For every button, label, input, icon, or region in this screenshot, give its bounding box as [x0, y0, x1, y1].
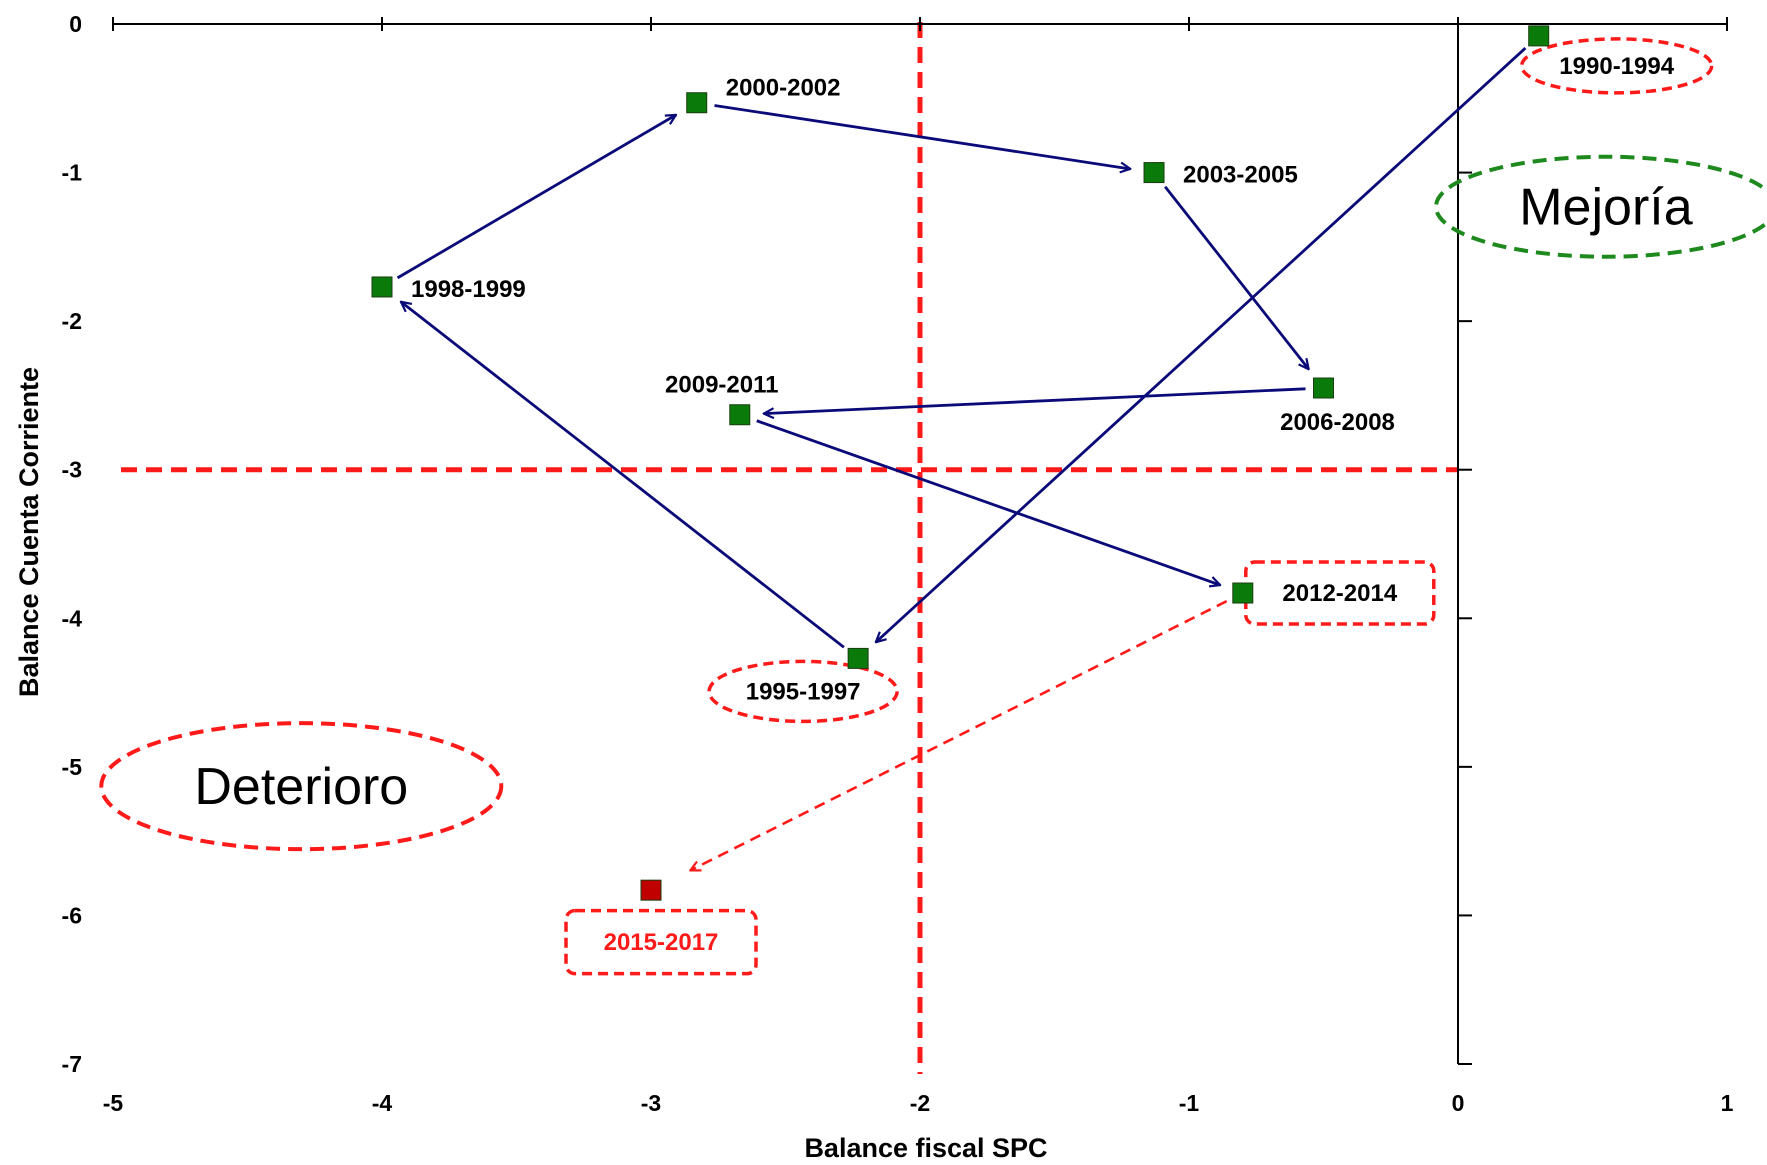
trajectory-arrow [396, 115, 676, 280]
highlight-1995-1997 [707, 659, 899, 724]
highlight-2015-2017 [564, 908, 758, 976]
data-points [371, 25, 1550, 901]
projection-arrow [690, 599, 1228, 872]
trajectory-arrows [396, 47, 1527, 872]
trajectory-arrow [714, 104, 1131, 168]
point-label-1995-1997: 1995-1997 [746, 678, 861, 705]
y-tick-label: 0 [69, 11, 82, 37]
x-tick-label: -1 [1179, 1090, 1200, 1116]
point-label-2012-2014: 2012-2014 [1282, 580, 1397, 607]
y-axis-title: Balance Cuenta Corriente [14, 367, 44, 697]
zone-outline-mejor-a [1434, 154, 1767, 259]
point-2000-2002 [686, 92, 708, 114]
y-tick-label: -7 [62, 1051, 82, 1077]
point-1990-1994 [1528, 25, 1550, 47]
trajectory-arrow [876, 47, 1527, 642]
trajectory-arrow [1164, 185, 1309, 369]
point-1998-1999 [371, 276, 393, 298]
point-label-1998-1999: 1998-1999 [411, 276, 526, 303]
point-2003-2005 [1143, 162, 1165, 184]
x-tick-label: 0 [1452, 1090, 1465, 1116]
x-tick-label: -5 [103, 1090, 124, 1116]
point-2015-2017 [640, 879, 662, 901]
x-axis-title: Balance fiscal SPC [804, 1133, 1047, 1163]
highlight-1990-1994 [1519, 37, 1714, 95]
y-tick-label: -4 [62, 605, 83, 631]
y-tick-label: -5 [62, 754, 83, 780]
annotations: Mejoría Deterioro [99, 154, 1767, 852]
x-tick-label: -2 [910, 1090, 930, 1116]
point-label-2003-2005: 2003-2005 [1183, 162, 1298, 189]
y-tick-label: -1 [62, 160, 83, 186]
y-tick-label: -2 [62, 308, 82, 334]
point-2006-2008 [1313, 377, 1334, 399]
trajectory-arrow [401, 302, 845, 649]
point-label-1990-1994: 1990-1994 [1559, 53, 1674, 80]
point-2009-2011 [729, 404, 751, 426]
zone-outline-deterioro [99, 721, 504, 852]
y-tick-label: -6 [62, 902, 82, 928]
point-label-2000-2002: 2000-2002 [726, 75, 841, 102]
point-2012-2014 [1232, 582, 1254, 604]
x-tick-label: -4 [372, 1090, 393, 1116]
zone-label-mejor-a: Mejoría [1519, 179, 1692, 237]
point-label-2015-2017: 2015-2017 [604, 929, 719, 956]
trajectory-arrow [756, 419, 1220, 585]
reference-lines [121, 22, 1458, 1074]
axes: -5 -4 -3 -2 -1 0 1 0 -1 -2 -3 -4 -5 -6 -7 [62, 11, 1734, 1116]
point-label-2006-2008: 2006-2008 [1280, 409, 1395, 436]
point-label-2009-2011: 2009-2011 [665, 372, 778, 399]
point-1995-1997 [847, 647, 869, 669]
x-tick-label: -3 [641, 1090, 661, 1116]
x-tick-label: 1 [1721, 1090, 1734, 1116]
trajectory-arrow [764, 387, 1306, 414]
y-tick-label: -3 [62, 457, 82, 483]
zone-label-deterioro: Deterioro [194, 758, 408, 816]
point-labels: 1990-1994 1995-1997 1998-1999 2000-2002 2003… [411, 53, 1675, 956]
